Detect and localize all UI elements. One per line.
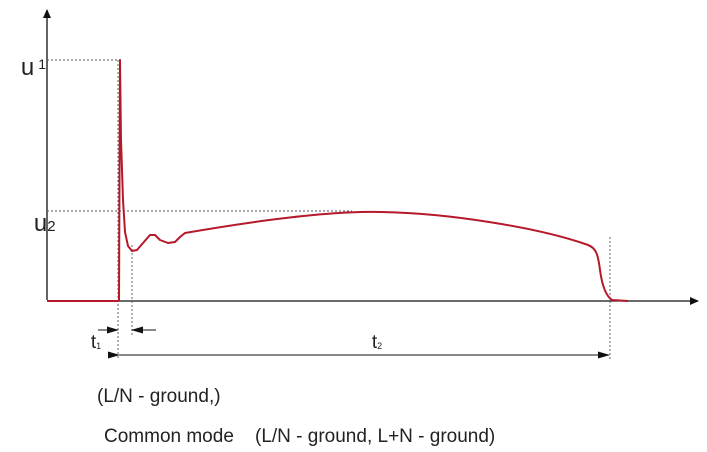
t1-label: t1 [82, 317, 101, 352]
caption-line-1: (L/N - ground,) [97, 386, 221, 407]
u1-symbol: u [20, 54, 35, 81]
u2-subscript: 2 [47, 218, 56, 235]
u2-symbol: u [33, 210, 48, 237]
caption-line-2: Common mode (L/N - ground, L+N - ground) [104, 426, 496, 447]
t1-subscript: 1 [96, 341, 102, 351]
t1-symbol: t [90, 332, 97, 353]
u2-label: u2 [25, 196, 56, 236]
u1-subscript: 1 [38, 56, 47, 72]
t2-label: t2 [363, 317, 382, 352]
voltage-waveform [47, 59, 629, 302]
t2-symbol: t [371, 332, 378, 353]
t2-subscript: 2 [377, 341, 383, 351]
